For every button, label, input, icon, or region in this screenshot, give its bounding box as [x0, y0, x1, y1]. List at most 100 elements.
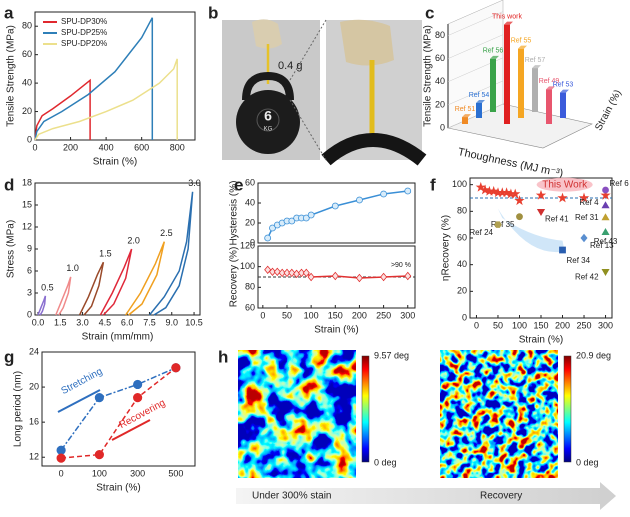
y-tick-label: 20	[457, 286, 467, 296]
panel-label: b	[208, 3, 218, 22]
y-tick-label: 120	[240, 240, 255, 250]
bar-top	[476, 99, 485, 103]
x-tick-label: 3.0	[76, 317, 89, 327]
grid-line	[447, 11, 504, 36]
data-point	[307, 272, 315, 282]
x-tick-label: 250	[376, 310, 391, 320]
y-tick-label: 12	[22, 221, 32, 231]
x-tick-label: 300	[598, 320, 613, 330]
y-tick-label: 100	[240, 261, 255, 271]
panel-label: a	[4, 3, 14, 22]
bar-top	[518, 45, 527, 49]
kettlebell	[236, 90, 300, 154]
loop-label: 2.5	[160, 228, 173, 238]
bar-label: Ref 49	[539, 78, 560, 85]
y-axis-label: Tensile Strength (MPa)	[6, 25, 17, 127]
y-tick-label: 9	[27, 243, 32, 253]
y-tick-label: 20	[29, 381, 39, 391]
x-tick-label: 300	[400, 310, 415, 320]
x-tick-label: 0	[32, 142, 37, 152]
color-bar-max: 20.9 deg	[576, 350, 611, 360]
series-label: Stretching	[59, 366, 104, 397]
y-tick-label: 0	[27, 134, 32, 144]
y-axis-label: Long period (nm)	[13, 371, 24, 447]
x-tick-label: 800	[170, 142, 185, 152]
trend-arrow	[111, 419, 151, 441]
color-bar-min: 0 deg	[374, 457, 397, 467]
x-tick-label: 0	[474, 320, 479, 330]
data-point	[133, 379, 143, 390]
bar-label: Ref 56	[483, 48, 504, 55]
y-tick-label: 60	[22, 49, 32, 59]
data-point	[133, 393, 143, 403]
series-line	[125, 241, 166, 316]
x-tick-label: 150	[533, 320, 548, 330]
y-tick-label: 6	[27, 265, 32, 275]
map-panel: h 9.57 deg 0 deg 20.9 deg 0 deg Under 30…	[218, 347, 616, 510]
y-tick-label: 16	[29, 417, 39, 427]
glove-hand	[252, 19, 282, 49]
plot-frame	[34, 11, 196, 141]
map-caption: Under 300% stain	[252, 491, 332, 502]
loop-label: 3.0	[188, 178, 201, 188]
x-tick-label: 200	[352, 310, 367, 320]
x-axis-label: Strain (mm/mm)	[82, 332, 154, 343]
y-tick-label: 40	[435, 76, 445, 86]
series-line	[55, 276, 72, 316]
y-axis-label: Stress (MPa)	[6, 220, 17, 278]
kettlebell-unit: KG	[264, 127, 273, 133]
data-point	[535, 189, 547, 200]
legend-label: SPU-DP20%	[61, 39, 107, 48]
grid-line	[447, 34, 504, 59]
data-point	[268, 267, 277, 277]
bar-label: Ref 55	[511, 38, 532, 45]
loop-label: 2.0	[127, 235, 140, 245]
data-point	[171, 363, 181, 373]
legend-label: SPU-DP30%	[61, 17, 107, 26]
heat-map	[238, 350, 356, 478]
bar-label: Ref 53	[553, 81, 574, 88]
bar-label: This work	[492, 13, 522, 20]
y-tick-label: 0	[440, 122, 445, 132]
color-bar-max: 9.57 deg	[374, 350, 409, 360]
point-label: Ref 4	[579, 198, 599, 207]
data-point	[288, 268, 296, 278]
series-line	[78, 261, 105, 316]
data-point	[356, 196, 363, 204]
data-point	[94, 393, 104, 403]
bar-top	[490, 55, 499, 59]
series-line	[34, 58, 178, 141]
data-point	[293, 269, 301, 279]
y-tick-label: 40	[457, 259, 467, 269]
y-tick-label: 80	[435, 30, 445, 40]
color-bar	[361, 355, 370, 463]
data-point	[494, 221, 502, 228]
x-tick-label: 600	[134, 142, 149, 152]
x-tick-label: 0.0	[32, 317, 45, 327]
data-point	[580, 233, 588, 243]
x-tick-label: 500	[168, 468, 183, 478]
data-point	[355, 273, 363, 283]
bar-top	[532, 65, 541, 69]
series-line	[60, 367, 177, 451]
data-point	[94, 450, 104, 460]
bar	[504, 24, 510, 124]
data-point	[307, 211, 315, 219]
series-line	[34, 78, 91, 141]
heat-map	[440, 350, 558, 478]
point-label: Ref 41	[545, 214, 569, 223]
y-tick-label: 12	[29, 452, 39, 462]
series-label: This Work	[542, 179, 588, 190]
kettlebell-number: 6	[264, 108, 272, 124]
data-point	[514, 195, 525, 206]
bar-top	[560, 89, 569, 93]
data-point	[331, 202, 339, 210]
bar	[560, 92, 566, 118]
y-tick-label: 20	[22, 106, 32, 116]
data-point	[273, 267, 281, 277]
trend-arrow	[57, 389, 101, 413]
